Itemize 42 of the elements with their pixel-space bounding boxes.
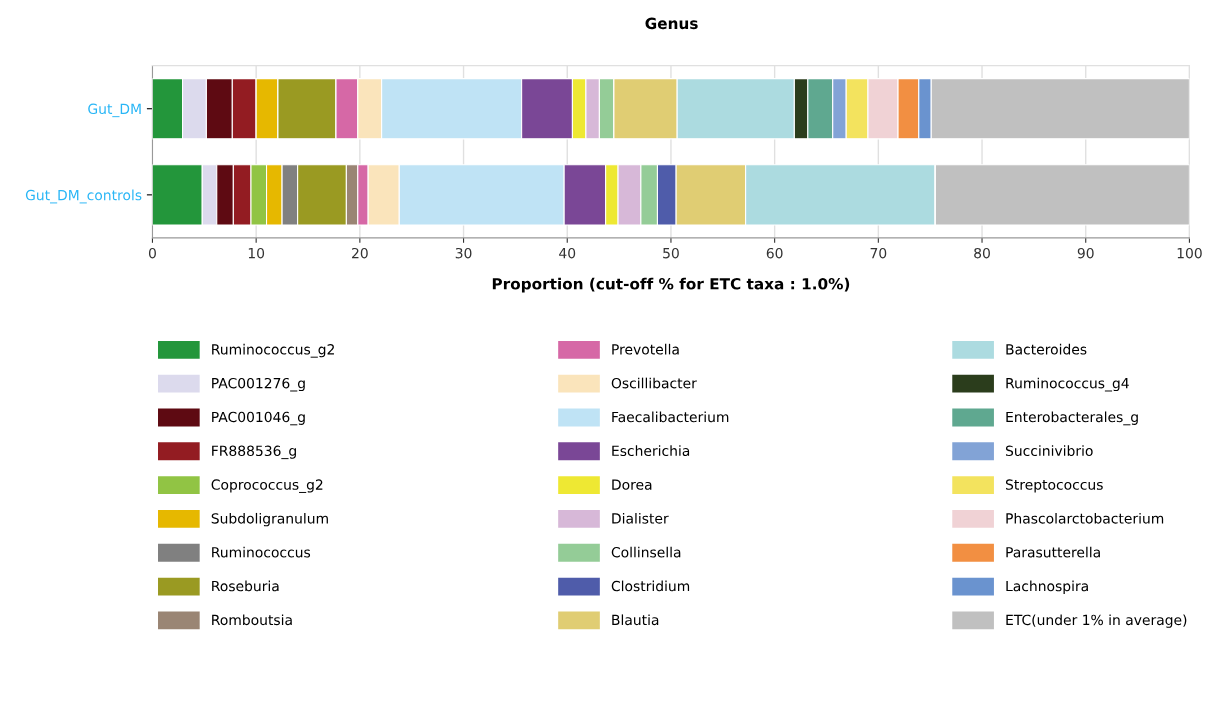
legend-label: FR888536_g (212, 445, 296, 460)
x-tick-label: 20 (352, 247, 368, 259)
legend-label: Ruminococcus_g2 (212, 343, 334, 358)
legend-label: PAC001046_g (212, 411, 305, 426)
legend-label: PAC001276_g (212, 377, 305, 392)
y-tick-label: Gut_DM (88, 103, 141, 118)
x-axis-title: Proportion (cut-off % for ETC taxa : 1.0%) (492, 277, 850, 293)
x-tick-label: 10 (248, 247, 265, 259)
legend-label: Ruminococcus_g4 (1006, 377, 1129, 392)
legend-label: Ruminococcus (212, 546, 311, 558)
x-tick-label: 60 (766, 247, 783, 259)
legend-label: Streptococcus (1005, 479, 1103, 493)
legend-label: Enterobacterales_g (1006, 411, 1138, 426)
x-tick-label: 80 (974, 247, 990, 259)
legend-label: Faecalibacterium (612, 411, 729, 423)
x-tick-label: 100 (1177, 247, 1202, 259)
legend-label: Clostridium (611, 580, 690, 592)
legend-label: Dialister (612, 512, 669, 524)
legend-label: Succinivibrio (1005, 445, 1093, 457)
x-tick-label: 70 (870, 247, 887, 259)
x-tick-label: 30 (455, 247, 472, 259)
legend-label: Parasutterella (1006, 546, 1100, 558)
legend-label: Prevotella (612, 343, 679, 355)
legend-label: Collinsella (611, 546, 681, 558)
legend-label: Phascolarctobacterium (1006, 512, 1164, 524)
x-tick-label: 40 (559, 247, 576, 259)
legend-label: Roseburia (212, 580, 279, 592)
legend-label: Coprococcus_g2 (211, 479, 323, 493)
legend-label: Escherichia (612, 445, 690, 457)
legend-label: Subdoligranulum (211, 512, 328, 527)
legend-label: ETC(under 1% in average) (1006, 614, 1187, 628)
legend-label: Blautia (612, 614, 659, 626)
legend-label: Romboutsia (212, 614, 292, 626)
legend-label: Oscillibacter (611, 377, 697, 389)
legend-label: Dorea (612, 479, 652, 490)
y-tick-label: Gut_DM_controls (25, 189, 142, 204)
legend-label: Lachnospira (1006, 580, 1088, 594)
x-tick-label: 50 (663, 247, 679, 259)
legend-label: Bacteroides (1006, 343, 1087, 355)
x-tick-label: 0 (148, 247, 156, 259)
x-tick-label: 90 (1077, 247, 1094, 259)
chart-title: Genus (645, 17, 698, 30)
